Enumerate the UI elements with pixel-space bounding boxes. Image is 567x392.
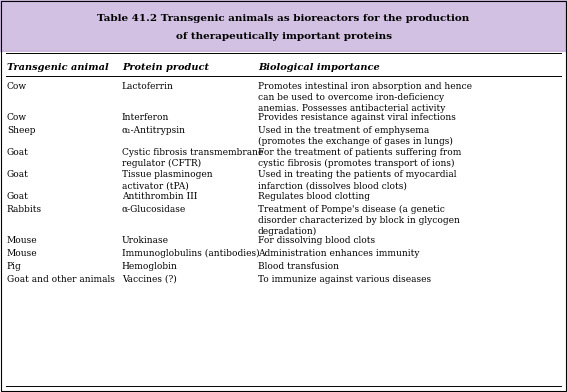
Text: Used in the treatment of emphysema
(promotes the exchange of gases in lungs): Used in the treatment of emphysema (prom… [258, 126, 453, 146]
Text: Treatment of Pompe's disease (a genetic
disorder characterized by block in glyco: Treatment of Pompe's disease (a genetic … [258, 205, 460, 236]
Text: Sheep: Sheep [7, 126, 35, 135]
Text: Used in treating the patients of myocardial
infarction (dissolves blood clots): Used in treating the patients of myocard… [258, 170, 456, 190]
Text: Goat: Goat [7, 148, 29, 157]
Text: Hemoglobin: Hemoglobin [122, 262, 178, 271]
Text: Vaccines (?): Vaccines (?) [122, 275, 177, 284]
Text: Protein product: Protein product [122, 62, 209, 71]
Text: α₁-Antitrypsin: α₁-Antitrypsin [122, 126, 186, 135]
Text: Blood transfusion: Blood transfusion [258, 262, 339, 271]
Text: Transgenic animal: Transgenic animal [7, 62, 108, 71]
Text: Immunoglobulins (antibodies): Immunoglobulins (antibodies) [122, 249, 260, 258]
Text: Cow: Cow [7, 113, 27, 122]
Text: Lactoferrin: Lactoferrin [122, 82, 174, 91]
Text: Rabbits: Rabbits [7, 205, 42, 214]
Text: Antithrombin III: Antithrombin III [122, 192, 197, 201]
Text: of therapeutically important proteins: of therapeutically important proteins [176, 31, 391, 40]
Text: Administration enhances immunity: Administration enhances immunity [258, 249, 420, 258]
Text: Mouse: Mouse [7, 236, 37, 245]
Text: To immunize against various diseases: To immunize against various diseases [258, 275, 431, 284]
Text: Provides resistance against viral infections: Provides resistance against viral infect… [258, 113, 456, 122]
Text: Regulates blood clotting: Regulates blood clotting [258, 192, 370, 201]
Text: Tissue plasminogen
activator (tPA): Tissue plasminogen activator (tPA) [122, 170, 213, 190]
Text: Urokinase: Urokinase [122, 236, 169, 245]
Text: Mouse: Mouse [7, 249, 37, 258]
Text: Interferon: Interferon [122, 113, 170, 122]
Text: Goat: Goat [7, 170, 29, 179]
Text: Goat: Goat [7, 192, 29, 201]
Text: For dissolving blood clots: For dissolving blood clots [258, 236, 375, 245]
Text: Promotes intestinal iron absorption and hence
can be used to overcome iron-defic: Promotes intestinal iron absorption and … [258, 82, 472, 113]
Text: Biological importance: Biological importance [258, 62, 380, 71]
Text: Table 41.2 Transgenic animals as bioreactors for the production: Table 41.2 Transgenic animals as bioreac… [98, 13, 469, 22]
Text: Cow: Cow [7, 82, 27, 91]
Text: For the treatment of patients suffering from
cystic fibrosis (promotes transport: For the treatment of patients suffering … [258, 148, 462, 168]
Text: Goat and other animals: Goat and other animals [7, 275, 115, 284]
Text: Pig: Pig [7, 262, 22, 271]
Bar [2, 2, 565, 50]
Text: Cystic fibrosis transmembrane
regulator (CFTR): Cystic fibrosis transmembrane regulator … [122, 148, 263, 168]
Bar [0, 0, 567, 52]
Text: α-Glucosidase: α-Glucosidase [122, 205, 186, 214]
